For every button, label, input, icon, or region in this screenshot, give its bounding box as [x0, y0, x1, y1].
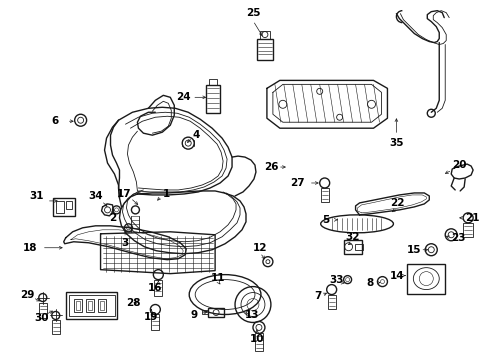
Bar [74, 298, 82, 312]
Text: 34: 34 [88, 191, 103, 201]
Text: 7: 7 [314, 291, 321, 301]
Text: 30: 30 [34, 314, 49, 324]
Bar [66, 292, 118, 319]
Bar [328, 294, 336, 309]
Text: 12: 12 [253, 243, 267, 253]
Bar [99, 301, 103, 310]
Text: 8: 8 [366, 278, 373, 288]
Text: 13: 13 [245, 310, 259, 320]
Text: 2: 2 [109, 213, 116, 223]
Text: 3: 3 [121, 238, 128, 248]
Bar [255, 333, 263, 351]
Text: 35: 35 [389, 138, 404, 148]
Text: 11: 11 [211, 273, 225, 283]
Bar [88, 301, 92, 310]
Text: 17: 17 [117, 189, 132, 199]
Bar [151, 315, 159, 330]
Bar [343, 240, 362, 254]
Bar [98, 298, 105, 312]
Bar [206, 85, 220, 113]
Bar [86, 298, 94, 312]
Text: 26: 26 [264, 162, 278, 172]
Bar [257, 39, 273, 60]
Bar [69, 294, 115, 316]
Bar [53, 198, 74, 216]
Text: 6: 6 [51, 116, 58, 126]
Bar [66, 201, 72, 209]
Text: 4: 4 [193, 130, 200, 140]
Bar [463, 223, 473, 237]
Text: 31: 31 [29, 191, 44, 201]
Text: 18: 18 [23, 243, 37, 253]
Bar [52, 320, 60, 334]
Text: 19: 19 [144, 312, 159, 323]
Text: 9: 9 [191, 310, 198, 320]
Text: 5: 5 [322, 215, 329, 225]
Text: 22: 22 [390, 198, 405, 208]
Text: 1: 1 [163, 189, 170, 199]
Bar [321, 188, 329, 202]
Text: 16: 16 [148, 283, 163, 293]
Bar [39, 302, 47, 319]
Bar [260, 31, 270, 39]
Text: 33: 33 [329, 275, 344, 285]
Text: 23: 23 [451, 233, 465, 243]
Bar [202, 310, 208, 315]
Bar [209, 80, 217, 85]
Bar [355, 244, 363, 250]
Text: 15: 15 [407, 245, 421, 255]
Text: 24: 24 [176, 92, 191, 102]
Bar [154, 280, 162, 296]
Bar [208, 307, 224, 318]
Bar [75, 301, 80, 310]
Text: 10: 10 [250, 334, 264, 345]
Bar [56, 201, 64, 213]
Text: 32: 32 [345, 232, 360, 242]
Text: 29: 29 [20, 289, 34, 300]
Text: 27: 27 [291, 178, 305, 188]
Text: 21: 21 [465, 213, 479, 223]
Text: 14: 14 [390, 271, 405, 281]
Text: 20: 20 [452, 160, 466, 170]
Text: 25: 25 [245, 8, 260, 18]
Text: 28: 28 [126, 297, 141, 307]
Bar [407, 264, 445, 293]
